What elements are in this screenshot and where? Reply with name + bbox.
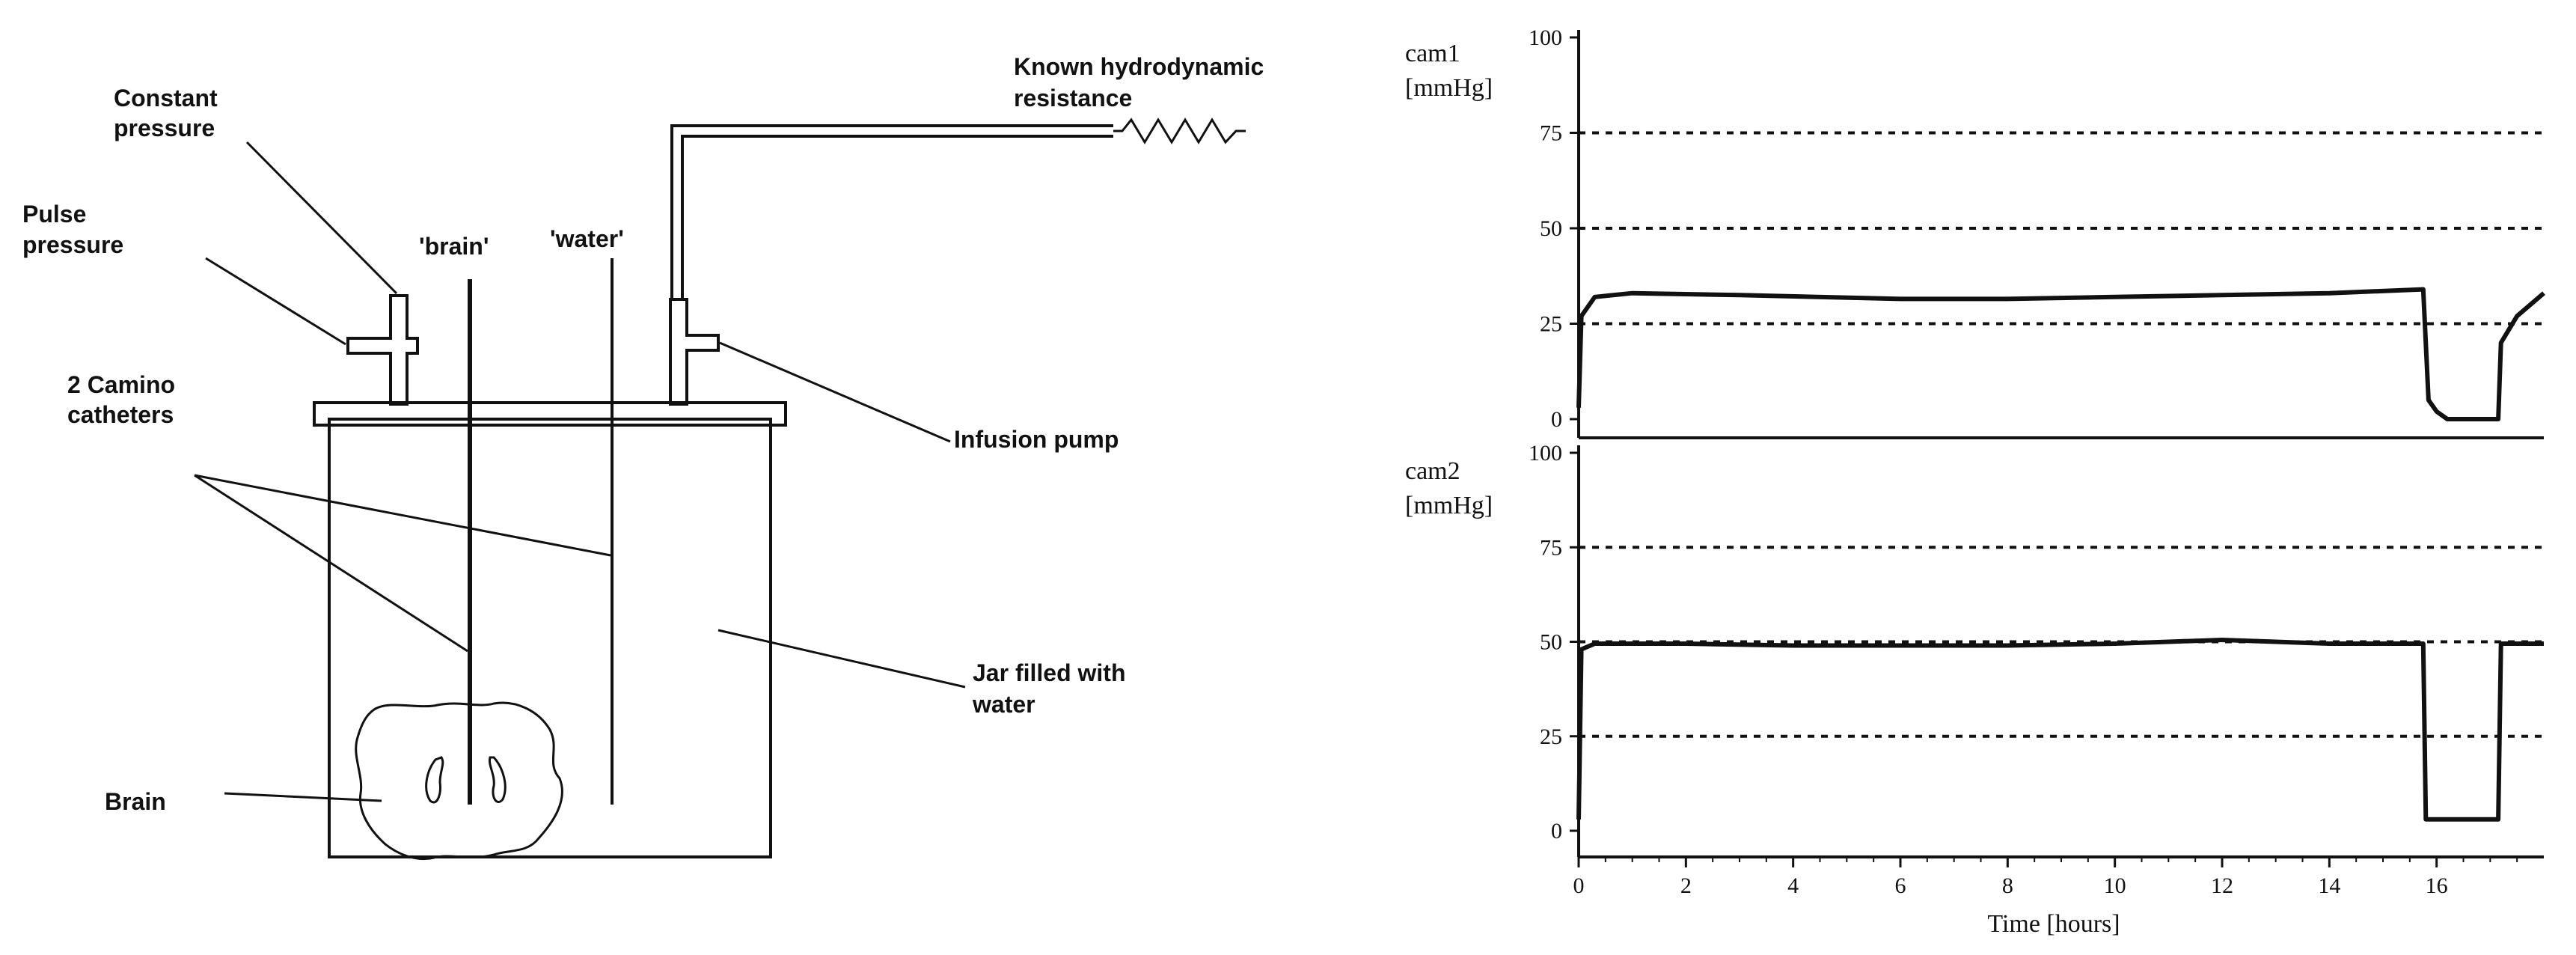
chart-cam1-y-tick-label: 25 xyxy=(1540,312,1562,337)
leader-pulse-pressure xyxy=(205,257,346,346)
label-constant-pressure-2: pressure xyxy=(114,115,215,141)
chart-cam2-x-tick-label: 6 xyxy=(1895,873,1906,898)
chart-cam1-y-tick-label: 0 xyxy=(1551,407,1562,432)
chart-cam2-series xyxy=(1576,638,2544,822)
label-brain: Brain xyxy=(105,788,166,815)
leader-catheter-water xyxy=(194,474,611,557)
chart-cam1-pressure-line xyxy=(1576,287,2545,421)
chart-cam2-x-tick-label: 16 xyxy=(2426,873,2448,898)
chart-cam2-y-tick-label: 75 xyxy=(1540,535,1562,560)
jar-lid xyxy=(313,401,787,427)
chart-cam1-axes xyxy=(1577,30,2544,439)
label-water-catheter: 'water' xyxy=(550,225,624,252)
chart-cam2-y-ticks: 0 25 50 75 100 xyxy=(1529,441,1579,843)
chart-cam1-y-tick-label: 75 xyxy=(1540,121,1562,146)
resistance-zigzag xyxy=(1113,118,1246,144)
pressure-port-connector xyxy=(346,294,419,406)
brain-ventricle-right xyxy=(488,756,507,803)
chart-cam1-ylabel-1: cam1 xyxy=(1405,40,1460,67)
chart-cam2-x-ticks: 0 2 4 6 8 10 12 14 16 xyxy=(1573,857,2518,898)
chart-cam2-y-tick-label: 0 xyxy=(1551,819,1562,843)
label-pulse-pressure-1: Pulse xyxy=(22,201,86,228)
chart-cam1: cam1 [mmHg] 0 25 50 75 100 xyxy=(1405,25,2545,439)
chart-cam1-series xyxy=(1576,287,2545,421)
label-resistance-2: resistance xyxy=(1014,85,1132,112)
chart-cam2-x-tick-label: 14 xyxy=(2318,873,2340,898)
label-pulse-pressure-2: pressure xyxy=(22,231,123,258)
chart-cam1-y-tick-label: 50 xyxy=(1540,216,1562,241)
chart-cam2: cam2 [mmHg] 0 25 50 75 100 0 2 4 6 8 10 12 14 16 Tim… xyxy=(1405,441,2544,938)
chart-cam2-x-tick-label: 10 xyxy=(2104,873,2126,898)
label-resistance-1: Known hydrodynamic xyxy=(1014,53,1264,80)
chart-cam2-xlabel: Time [hours] xyxy=(1987,910,2120,938)
chart-cam2-x-tick-label: 0 xyxy=(1573,873,1585,898)
leader-constant-pressure xyxy=(245,141,398,295)
chart-cam2-x-tick-label: 12 xyxy=(2211,873,2233,898)
brain-outline xyxy=(355,701,563,861)
label-infusion-pump: Infusion pump xyxy=(954,426,1119,453)
experimental-setup-diagram: Constant pressure Pulse pressure 'brain'… xyxy=(22,53,1264,861)
chart-cam2-ylabel-2: [mmHg] xyxy=(1405,492,1493,519)
chart-cam2-y-tick-label: 100 xyxy=(1529,441,1562,466)
label-jar-2: water xyxy=(972,691,1035,718)
label-jar-1: Jar filled with xyxy=(973,659,1125,686)
jar-body xyxy=(328,418,772,858)
chart-cam2-axes xyxy=(1577,445,2544,858)
infusion-tube xyxy=(670,124,1113,299)
chart-cam1-ylabel-2: [mmHg] xyxy=(1405,74,1493,102)
infusion-port-connector xyxy=(669,298,720,406)
leader-brain xyxy=(224,792,382,802)
chart-cam2-ylabel-1: cam2 xyxy=(1405,457,1460,485)
label-brain-catheter: 'brain' xyxy=(419,233,489,260)
chart-cam2-x-tick-label: 8 xyxy=(2002,873,2013,898)
leader-catheter-brain xyxy=(194,474,468,653)
chart-cam1-y-tick-label: 100 xyxy=(1529,25,1562,50)
chart-cam2-pressure-line xyxy=(1576,638,2544,822)
chart-cam2-y-tick-label: 50 xyxy=(1540,630,1562,655)
leader-infusion-pump xyxy=(719,341,951,443)
chart-cam2-y-tick-label: 25 xyxy=(1540,724,1562,749)
label-catheters-1: 2 Camino xyxy=(67,371,175,398)
brain-ventricle-left xyxy=(425,756,444,804)
chart-cam1-y-ticks: 0 25 50 75 100 xyxy=(1529,25,1579,432)
label-catheters-2: catheters xyxy=(67,401,174,428)
chart-cam2-x-tick-label: 2 xyxy=(1680,873,1692,898)
leader-jar xyxy=(718,629,966,689)
chart-cam2-x-tick-label: 4 xyxy=(1787,873,1799,898)
label-constant-pressure-1: Constant xyxy=(114,85,218,112)
